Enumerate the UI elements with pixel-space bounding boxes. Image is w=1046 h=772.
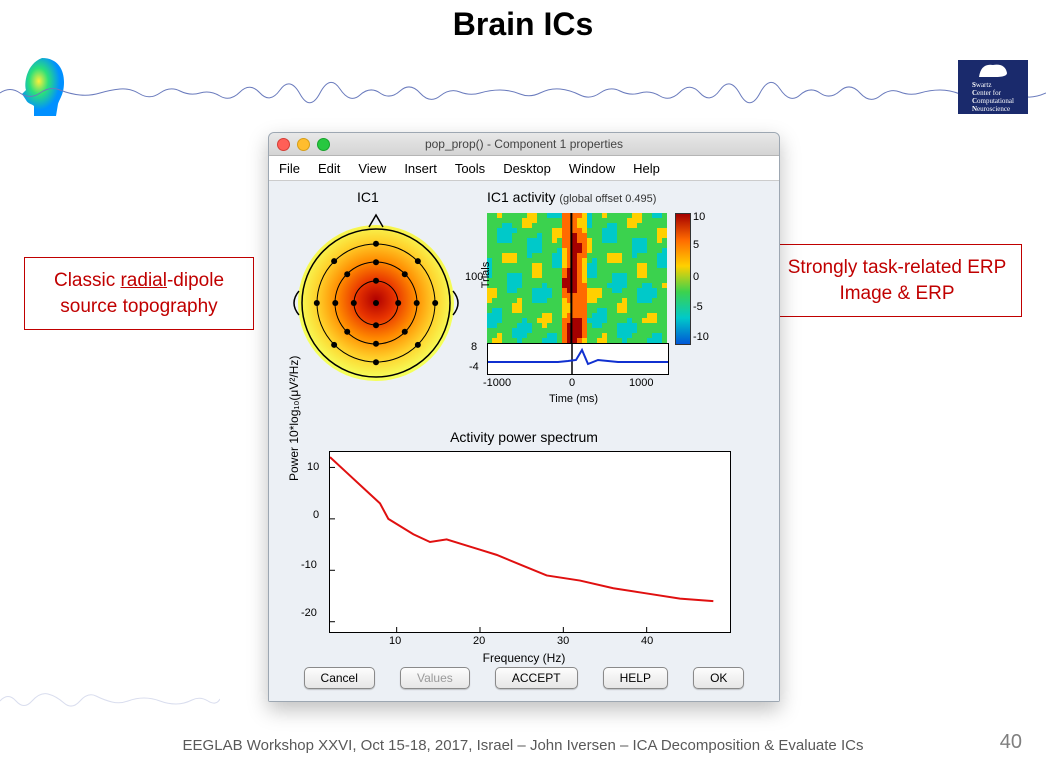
erp-trace-ytick-8: 8 [471, 341, 477, 353]
psd-yt-m20: -20 [301, 607, 317, 619]
psd-plot [329, 451, 731, 633]
ok-button[interactable]: OK [693, 667, 744, 689]
button-row: Cancel Values ACCEPT HELP OK [269, 667, 779, 689]
sccn-text: SwartzCenter forComputationalNeuroscienc… [972, 81, 1014, 113]
traffic-lights [277, 138, 330, 151]
minimize-icon[interactable] [297, 138, 310, 151]
psd-yt-0: 0 [313, 509, 319, 521]
menu-file[interactable]: File [279, 161, 300, 176]
psd-ylabel: Power 10*log₁₀(μV²/Hz) [287, 356, 301, 481]
cb-5: 5 [693, 239, 699, 251]
page-number: 40 [1000, 731, 1022, 754]
cb-10: 10 [693, 211, 705, 223]
psd-xt-20: 20 [473, 635, 485, 647]
close-icon[interactable] [277, 138, 290, 151]
erp-xlabel: Time (ms) [549, 393, 598, 405]
topoplot [291, 213, 461, 383]
erpimage-ytick-100: 100 [465, 271, 483, 283]
cb-m10: -10 [693, 331, 709, 343]
menu-tools[interactable]: Tools [455, 161, 485, 176]
cb-m5: -5 [693, 301, 703, 313]
psd-yt-m10: -10 [301, 559, 317, 571]
erp-trace-ytick-m4: -4 [469, 361, 479, 373]
psd-xt-10: 10 [389, 635, 401, 647]
erp-trace [487, 343, 669, 375]
cancel-button[interactable]: Cancel [304, 667, 375, 689]
psd-title: Activity power spectrum [269, 429, 779, 445]
values-button[interactable]: Values [400, 667, 470, 689]
psd-xt-30: 30 [557, 635, 569, 647]
menu-help[interactable]: Help [633, 161, 660, 176]
annotation-left: Classic radial-dipole source topography [24, 257, 254, 330]
cb-0: 0 [693, 271, 699, 283]
psd-yt-10: 10 [307, 461, 319, 473]
menu-insert[interactable]: Insert [404, 161, 437, 176]
menu-window[interactable]: Window [569, 161, 615, 176]
psd-xlabel: Frequency (Hz) [269, 651, 779, 665]
accept-button[interactable]: ACCEPT [495, 667, 578, 689]
window-title: pop_prop() - Component 1 properties [269, 137, 779, 151]
menu-edit[interactable]: Edit [318, 161, 340, 176]
annotation-right: Strongly task-related ERP Image & ERP [772, 244, 1022, 317]
faint-background-wave [0, 686, 220, 716]
slide-title: Brain ICs [0, 6, 1046, 43]
erp-xtick-0: 0 [569, 377, 575, 389]
help-button[interactable]: HELP [603, 667, 668, 689]
matlab-figure-window: pop_prop() - Component 1 properties File… [268, 132, 780, 702]
menu-view[interactable]: View [358, 161, 386, 176]
slide-footer: EEGLAB Workshop XXVI, Oct 15-18, 2017, I… [0, 737, 1046, 754]
erpimage-title: IC1 activity (global offset 0.495) [487, 189, 747, 205]
menu-bar: File Edit View Insert Tools Desktop Wind… [269, 156, 779, 181]
figure-area: IC1 IC1 activity (global offset 0.495) T… [269, 181, 779, 701]
erp-image-heatmap [487, 213, 667, 343]
sccn-logo: SwartzCenter forComputationalNeuroscienc… [958, 60, 1028, 114]
erp-xtick-m1000: -1000 [483, 377, 511, 389]
background-eeg-wave [0, 78, 1046, 108]
menu-desktop[interactable]: Desktop [503, 161, 551, 176]
window-titlebar[interactable]: pop_prop() - Component 1 properties [269, 133, 779, 156]
zoom-icon[interactable] [317, 138, 330, 151]
erp-colorbar [675, 213, 691, 345]
psd-xt-40: 40 [641, 635, 653, 647]
topoplot-title: IC1 [357, 189, 379, 205]
erp-xtick-1000: 1000 [629, 377, 653, 389]
